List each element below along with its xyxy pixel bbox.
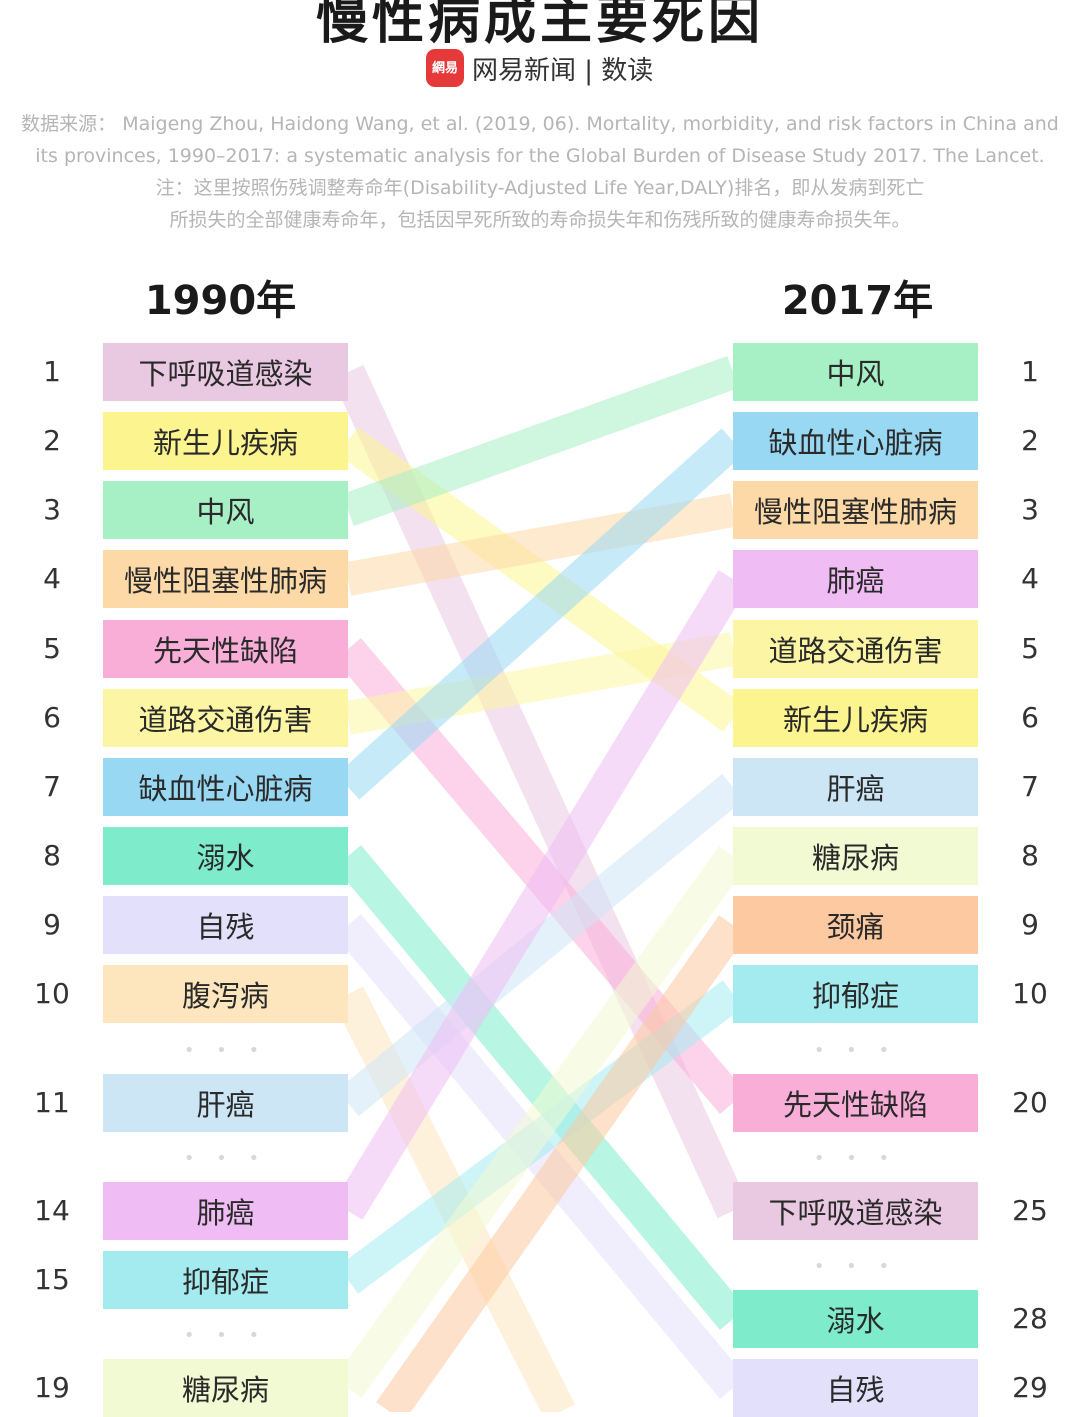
- rank-link-line: [376, 915, 747, 1412]
- left-rank-number: 6: [43, 701, 61, 734]
- right-item-box: 肝癌: [733, 758, 978, 816]
- left-ellipsis: • • •: [183, 1325, 268, 1346]
- left-item-box: 肺癌: [103, 1182, 348, 1240]
- left-rank-number: 3: [43, 493, 61, 526]
- right-rank-number: 4: [1021, 562, 1039, 595]
- right-rank-number: 1: [1021, 355, 1039, 388]
- page-title: 慢性病成主要死因: [315, 0, 764, 51]
- left-item-box: 腹泻病: [103, 965, 348, 1023]
- left-item-box: 下呼吸道感染: [103, 343, 348, 401]
- note-line: 注：这里按照伤残调整寿命年(Disability-Adjusted Life Y…: [155, 177, 925, 199]
- rank-link-line: [336, 428, 745, 800]
- right-item-box: 糖尿病: [733, 827, 978, 885]
- right-rank-number: 10: [1012, 977, 1048, 1010]
- right-ellipsis: • • •: [813, 1148, 898, 1169]
- left-ellipsis: • • •: [183, 1148, 268, 1169]
- left-rank-number: 7: [43, 770, 61, 803]
- right-item-box: 道路交通伤害: [733, 620, 978, 678]
- brand: 網易 网易新闻 | 数读: [426, 48, 653, 88]
- left-rank-number: 15: [34, 1263, 70, 1296]
- right-rank-number: 28: [1012, 1302, 1048, 1335]
- source-line: 数据来源： Maigeng Zhou, Haidong Wang, et al.…: [21, 113, 1059, 135]
- source-line: its provinces, 1990–2017: a systematic a…: [35, 145, 1045, 167]
- rank-link-line: [342, 355, 739, 527]
- right-rank-number: 29: [1012, 1371, 1048, 1404]
- left-item-box: 抑郁症: [103, 1251, 348, 1309]
- left-rank-number: 4: [43, 562, 61, 595]
- right-item-box: 下呼吸道感染: [733, 1182, 978, 1240]
- right-item-box: 溺水: [733, 1290, 978, 1348]
- right-item-box: 缺血性心脏病: [733, 412, 978, 470]
- left-item-box: 缺血性心脏病: [103, 758, 348, 816]
- rank-link-line: [334, 845, 747, 1330]
- right-ellipsis: • • •: [813, 1256, 898, 1277]
- left-item-box: 道路交通伤害: [103, 689, 348, 747]
- rank-link-line: [334, 846, 747, 1398]
- left-column-header: 1990年: [144, 278, 297, 324]
- right-rank-number: 20: [1012, 1086, 1048, 1119]
- right-item-box: 新生儿疾病: [733, 689, 978, 747]
- left-rank-number: 14: [34, 1194, 70, 1227]
- left-rank-number: 1: [43, 355, 61, 388]
- left-rank-number: 8: [43, 839, 61, 872]
- left-item-box: 自残: [103, 896, 348, 954]
- left-rank-number: 10: [34, 977, 70, 1010]
- right-rank-number: 6: [1021, 701, 1039, 734]
- right-rank-number: 3: [1021, 493, 1039, 526]
- right-rank-number: 2: [1021, 424, 1039, 457]
- right-rank-number: 5: [1021, 632, 1039, 665]
- rank-link-line: [332, 364, 749, 1219]
- right-item-box: 自残: [733, 1359, 978, 1417]
- note-line: 所损失的全部健康寿命年，包括因早死所致的寿命损失年和伤残所致的健康寿命损失年。: [169, 209, 911, 231]
- left-rank-number: 19: [34, 1371, 70, 1404]
- left-item-box: 慢性阻塞性肺病: [103, 550, 348, 608]
- left-item-box: 糖尿病: [103, 1359, 348, 1417]
- brand-text: 网易新闻 | 数读: [472, 55, 654, 86]
- left-item-box: 先天性缺陷: [103, 620, 348, 678]
- right-item-box: 中风: [733, 343, 978, 401]
- right-rank-number: 25: [1012, 1194, 1048, 1227]
- left-item-box: 肝癌: [103, 1074, 348, 1132]
- right-rank-number: 7: [1021, 770, 1039, 803]
- left-rank-number: 5: [43, 632, 61, 665]
- left-rank-number: 11: [34, 1086, 70, 1119]
- rank-link-line: [333, 570, 748, 1220]
- left-item-box: 新生儿疾病: [103, 412, 348, 470]
- source-note: 数据来源： Maigeng Zhou, Haidong Wang, et al.…: [20, 108, 1060, 236]
- left-rank-number: 2: [43, 424, 61, 457]
- right-item-box: 颈痛: [733, 896, 978, 954]
- right-item-box: 慢性阻塞性肺病: [733, 481, 978, 539]
- left-rank-number: 9: [43, 908, 61, 941]
- right-rank-number: 8: [1021, 839, 1039, 872]
- rank-link-line: [337, 773, 744, 1117]
- right-column-header: 2017年: [781, 278, 934, 324]
- left-item-box: 溺水: [103, 827, 348, 885]
- right-rank-number: 9: [1021, 908, 1039, 941]
- right-item-box: 抑郁症: [733, 965, 978, 1023]
- right-item-box: 先天性缺陷: [733, 1074, 978, 1132]
- left-ellipsis: • • •: [183, 1040, 268, 1061]
- right-item-box: 肺癌: [733, 550, 978, 608]
- right-ellipsis: • • •: [813, 1040, 898, 1061]
- brand-logo: 網易: [426, 49, 464, 87]
- left-item-box: 中风: [103, 481, 348, 539]
